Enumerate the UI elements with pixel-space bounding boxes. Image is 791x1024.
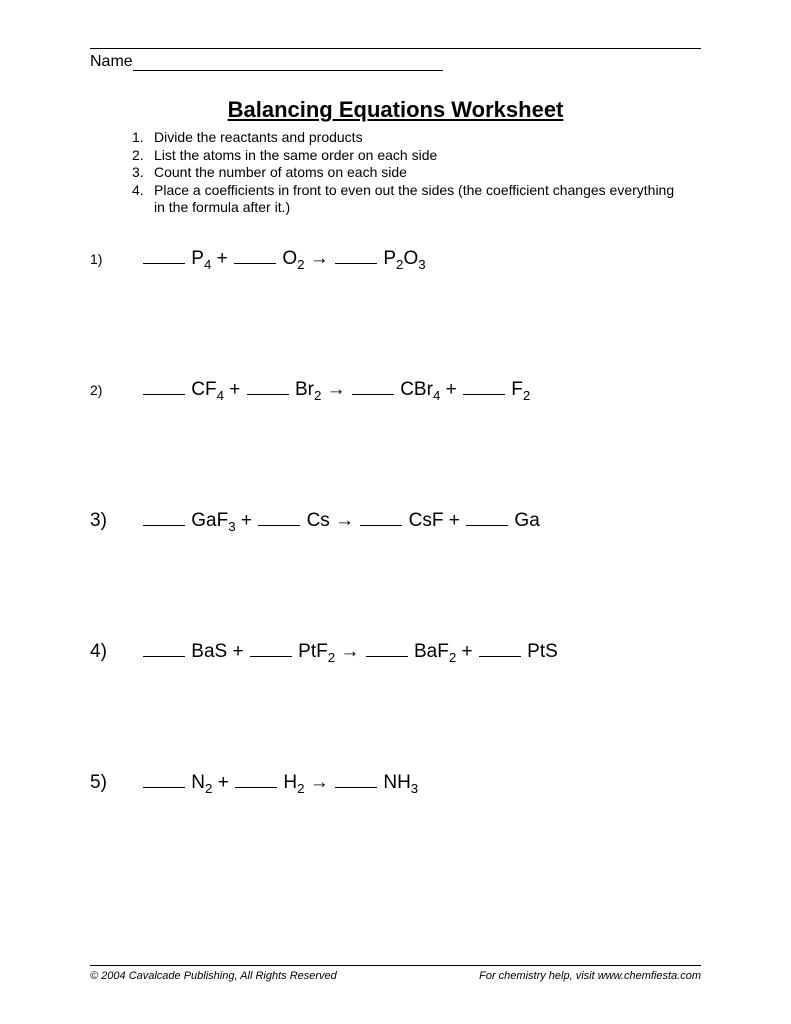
coefficient-blank[interactable] [235,771,277,788]
instruction-number: 4. [132,182,154,217]
coefficient-blank[interactable] [463,378,505,395]
chemical-formula: O2 [282,248,304,269]
page-footer: © 2004 Cavalcade Publishing, All Rights … [90,965,701,982]
chemical-formula: PtS [527,641,558,662]
coefficient-blank[interactable] [247,378,289,395]
coefficient-blank[interactable] [258,509,300,526]
chemical-formula: P4 [191,248,211,269]
problem-row: 4) BaS + PtF2 → BaF2 + PtS [90,640,701,663]
arrow-icon: → [305,772,335,793]
instruction-number: 3. [132,164,154,182]
coefficient-blank[interactable] [360,509,402,526]
chemical-formula: CBr4 [400,379,440,400]
chemical-formula: N2 [191,772,212,793]
coefficient-blank[interactable] [335,247,377,264]
instruction-text: Place a coefficients in front to even ou… [154,182,681,217]
plus-operator: + [236,510,258,531]
chemical-formula: CsF [409,510,444,531]
equation: P4 + O2 → P2O3 [142,247,426,270]
arrow-icon: → [335,641,365,662]
problems-list: 1) P4 + O2 → P2O3 2) CF4 + Br2 → CBr4 + F… [90,247,701,794]
arrow-icon: → [321,379,351,400]
coefficient-blank[interactable] [479,640,521,657]
problem-row: 3) GaF3 + Cs → CsF + Ga [90,509,701,532]
chemical-formula: Cs [307,510,330,531]
instruction-item: 3.Count the number of atoms on each side [132,164,681,182]
problem-row: 1) P4 + O2 → P2O3 [90,247,701,270]
coefficient-blank[interactable] [143,640,185,657]
coefficient-blank[interactable] [250,640,292,657]
chemical-formula: P2O3 [383,248,425,269]
equation: BaS + PtF2 → BaF2 + PtS [142,640,558,663]
problem-number: 4) [90,641,142,663]
plus-operator: + [440,379,462,400]
instruction-item: 2.List the atoms in the same order on ea… [132,147,681,165]
name-field-row: Name [90,48,701,71]
footer-copyright: © 2004 Cavalcade Publishing, All Rights … [90,970,337,982]
plus-operator: + [224,379,246,400]
plus-operator: + [456,641,478,662]
equation: N2 + H2 → NH3 [142,771,418,794]
chemical-formula: CF4 [191,379,224,400]
instruction-number: 2. [132,147,154,165]
problem-row: 2) CF4 + Br2 → CBr4 + F2 [90,378,701,401]
instruction-text: List the atoms in the same order on each… [154,147,437,165]
plus-operator: + [227,641,249,662]
chemical-formula: H2 [283,772,304,793]
problem-number: 5) [90,772,142,794]
instruction-item: 4.Place a coefficients in front to even … [132,182,681,217]
footer-help: For chemistry help, visit www.chemfiesta… [479,970,701,982]
chemical-formula: NH3 [383,772,418,793]
chemical-formula: Br2 [295,379,321,400]
coefficient-blank[interactable] [143,378,185,395]
instruction-text: Count the number of atoms on each side [154,164,407,182]
coefficient-blank[interactable] [234,247,276,264]
name-blank-line[interactable] [133,55,443,71]
coefficient-blank[interactable] [335,771,377,788]
chemical-formula: Ga [514,510,539,531]
coefficient-blank[interactable] [466,509,508,526]
instructions-list: 1. Divide the reactants and products2.Li… [132,129,681,217]
instruction-text: Divide the reactants and products [154,129,363,147]
problem-number: 3) [90,510,142,532]
problem-number: 1) [90,251,142,267]
coefficient-blank[interactable] [143,509,185,526]
worksheet-title: Balancing Equations Worksheet [130,97,661,123]
plus-operator: + [212,772,234,793]
equation: GaF3 + Cs → CsF + Ga [142,509,540,532]
chemical-formula: BaS [191,641,227,662]
problem-number: 2) [90,382,142,398]
instruction-item: 1. Divide the reactants and products [132,129,681,147]
plus-operator: + [211,248,233,269]
instruction-number: 1. [132,129,154,147]
coefficient-blank[interactable] [352,378,394,395]
problem-row: 5) N2 + H2 → NH3 [90,771,701,794]
name-label: Name [90,53,133,70]
chemical-formula: F2 [511,379,530,400]
arrow-icon: → [330,510,360,531]
coefficient-blank[interactable] [143,771,185,788]
equation: CF4 + Br2 → CBr4 + F2 [142,378,530,401]
coefficient-blank[interactable] [366,640,408,657]
coefficient-blank[interactable] [143,247,185,264]
chemical-formula: GaF3 [191,510,235,531]
plus-operator: + [443,510,465,531]
chemical-formula: PtF2 [298,641,335,662]
chemical-formula: BaF2 [414,641,456,662]
arrow-icon: → [305,248,335,269]
